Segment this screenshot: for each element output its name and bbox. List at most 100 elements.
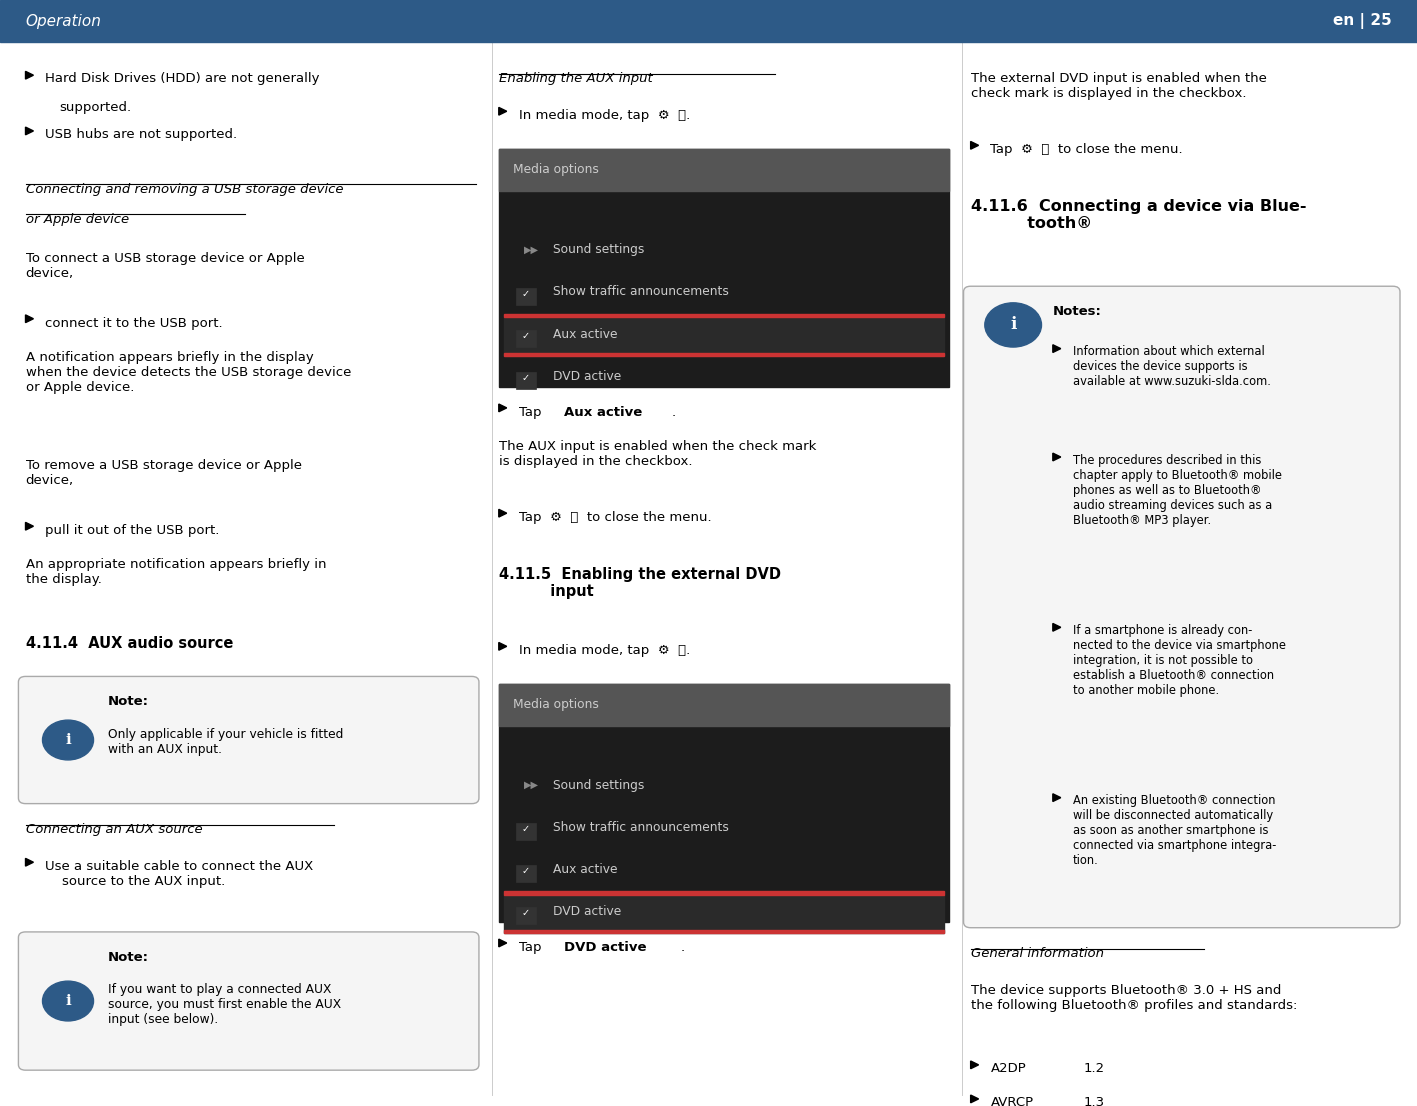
Text: AVRCP: AVRCP (990, 1096, 1033, 1106)
Polygon shape (26, 858, 34, 866)
Bar (504, 930, 944, 933)
Text: To connect a USB storage device or Apple
device,: To connect a USB storage device or Apple… (26, 251, 305, 280)
Bar (516, 330, 536, 347)
Text: If a smartphone is already con-
nected to the device via smartphone
integration,: If a smartphone is already con- nected t… (1073, 624, 1285, 697)
Polygon shape (499, 939, 507, 947)
Polygon shape (499, 643, 507, 650)
Bar (516, 372, 536, 389)
Bar (499, 685, 949, 727)
Text: In media mode, tap  ⚙  Ⓠ.: In media mode, tap ⚙ Ⓠ. (519, 644, 690, 657)
Text: ✓: ✓ (521, 289, 530, 300)
FancyBboxPatch shape (964, 286, 1400, 928)
Text: connect it to the USB port.: connect it to the USB port. (45, 316, 222, 330)
Bar (504, 314, 944, 317)
Text: Aux active: Aux active (564, 406, 642, 419)
Text: Show traffic announcements: Show traffic announcements (553, 285, 728, 299)
Polygon shape (26, 127, 34, 135)
Polygon shape (1053, 624, 1061, 632)
Text: 1.3: 1.3 (1084, 1096, 1105, 1106)
Text: USB hubs are not supported.: USB hubs are not supported. (45, 127, 238, 140)
Text: Media options: Media options (513, 698, 599, 711)
Bar (516, 865, 536, 883)
Text: 4.11.5  Enabling the external DVD
          input: 4.11.5 Enabling the external DVD input (499, 566, 781, 599)
Bar (499, 149, 949, 387)
Polygon shape (971, 1095, 979, 1103)
Text: ▶▶: ▶▶ (524, 780, 540, 790)
Bar (516, 288, 536, 305)
Text: Media options: Media options (513, 163, 599, 176)
Text: .: . (680, 941, 684, 953)
Bar (504, 353, 944, 356)
Text: Information about which external
devices the device supports is
available at www: Information about which external devices… (1073, 345, 1271, 388)
Text: supported.: supported. (60, 102, 132, 114)
Circle shape (43, 981, 94, 1021)
FancyBboxPatch shape (18, 932, 479, 1071)
Text: Notes:: Notes: (1053, 305, 1101, 319)
Polygon shape (26, 315, 34, 323)
Text: A notification appears briefly in the display
when the device detects the USB st: A notification appears briefly in the di… (26, 351, 351, 394)
Text: pull it out of the USB port.: pull it out of the USB port. (45, 524, 220, 538)
Text: .: . (672, 406, 676, 419)
Circle shape (43, 720, 94, 760)
Text: Tap  ⚙  Ⓠ  to close the menu.: Tap ⚙ Ⓠ to close the menu. (519, 511, 711, 524)
Bar (516, 907, 536, 925)
Text: en | 25: en | 25 (1333, 13, 1391, 29)
Text: ✓: ✓ (521, 373, 530, 384)
Text: If you want to play a connected AUX
source, you must first enable the AUX
input : If you want to play a connected AUX sour… (108, 983, 341, 1026)
Text: Aux active: Aux active (553, 327, 618, 341)
Bar (504, 891, 944, 895)
Text: The AUX input is enabled when the check mark
is displayed in the checkbox.: The AUX input is enabled when the check … (499, 440, 816, 468)
Text: An appropriate notification appears briefly in
the display.: An appropriate notification appears brie… (26, 559, 326, 586)
Text: DVD active: DVD active (564, 941, 646, 953)
Text: The device supports Bluetooth® 3.0 + HS and
the following Bluetooth® profiles an: The device supports Bluetooth® 3.0 + HS … (971, 984, 1297, 1012)
Bar (499, 685, 949, 922)
Text: i: i (65, 994, 71, 1008)
Text: A2DP: A2DP (990, 1062, 1026, 1075)
Text: Operation: Operation (26, 13, 102, 29)
Bar (516, 823, 536, 841)
Text: Show traffic announcements: Show traffic announcements (553, 821, 728, 834)
Text: Tap: Tap (519, 941, 546, 953)
Polygon shape (499, 404, 507, 411)
Text: Use a suitable cable to connect the AUX
    source to the AUX input.: Use a suitable cable to connect the AUX … (45, 860, 313, 888)
Text: Connecting an AUX source: Connecting an AUX source (26, 823, 203, 836)
Text: 4.11.4  AUX audio source: 4.11.4 AUX audio source (26, 636, 232, 650)
Text: DVD active: DVD active (553, 905, 621, 918)
Polygon shape (26, 71, 34, 80)
Polygon shape (499, 509, 507, 518)
Text: Sound settings: Sound settings (553, 779, 643, 792)
FancyBboxPatch shape (18, 677, 479, 804)
Text: Only applicable if your vehicle is fitted
with an AUX input.: Only applicable if your vehicle is fitte… (108, 728, 343, 755)
Text: 4.11.6  Connecting a device via Blue-
          tooth®: 4.11.6 Connecting a device via Blue- too… (971, 199, 1306, 231)
Text: Connecting and removing a USB storage device: Connecting and removing a USB storage de… (26, 184, 343, 197)
Text: Tap: Tap (519, 406, 546, 419)
Text: Hard Disk Drives (HDD) are not generally: Hard Disk Drives (HDD) are not generally (45, 72, 320, 85)
Text: ✓: ✓ (521, 866, 530, 876)
Polygon shape (499, 107, 507, 115)
Text: To remove a USB storage device or Apple
device,: To remove a USB storage device or Apple … (26, 459, 302, 487)
Bar (0, 0, 1417, 42)
Text: Tap  ⚙  Ⓠ  to close the menu.: Tap ⚙ Ⓠ to close the menu. (990, 143, 1183, 156)
Text: In media mode, tap  ⚙  Ⓠ.: In media mode, tap ⚙ Ⓠ. (519, 109, 690, 122)
Text: DVD active: DVD active (553, 369, 621, 383)
Text: Note:: Note: (108, 696, 149, 708)
Text: ✓: ✓ (521, 908, 530, 918)
Text: ▶▶: ▶▶ (524, 244, 540, 255)
Polygon shape (971, 1061, 979, 1068)
Text: ✓: ✓ (521, 824, 530, 834)
Polygon shape (1053, 453, 1061, 461)
Text: Enabling the AUX input: Enabling the AUX input (499, 72, 653, 85)
Polygon shape (971, 142, 979, 149)
Text: The procedures described in this
chapter apply to Bluetooth® mobile
phones as we: The procedures described in this chapter… (1073, 453, 1281, 526)
Text: The external DVD input is enabled when the
check mark is displayed in the checkb: The external DVD input is enabled when t… (971, 72, 1267, 100)
Bar (504, 317, 944, 356)
Text: Sound settings: Sound settings (553, 243, 643, 257)
Polygon shape (1053, 794, 1061, 802)
Text: ✓: ✓ (521, 331, 530, 342)
Text: i: i (1010, 316, 1016, 333)
Text: Note:: Note: (108, 951, 149, 963)
Text: i: i (65, 733, 71, 747)
Text: or Apple device: or Apple device (26, 212, 129, 226)
Text: An existing Bluetooth® connection
will be disconnected automatically
as soon as : An existing Bluetooth® connection will b… (1073, 794, 1277, 867)
Text: General information: General information (971, 947, 1104, 960)
